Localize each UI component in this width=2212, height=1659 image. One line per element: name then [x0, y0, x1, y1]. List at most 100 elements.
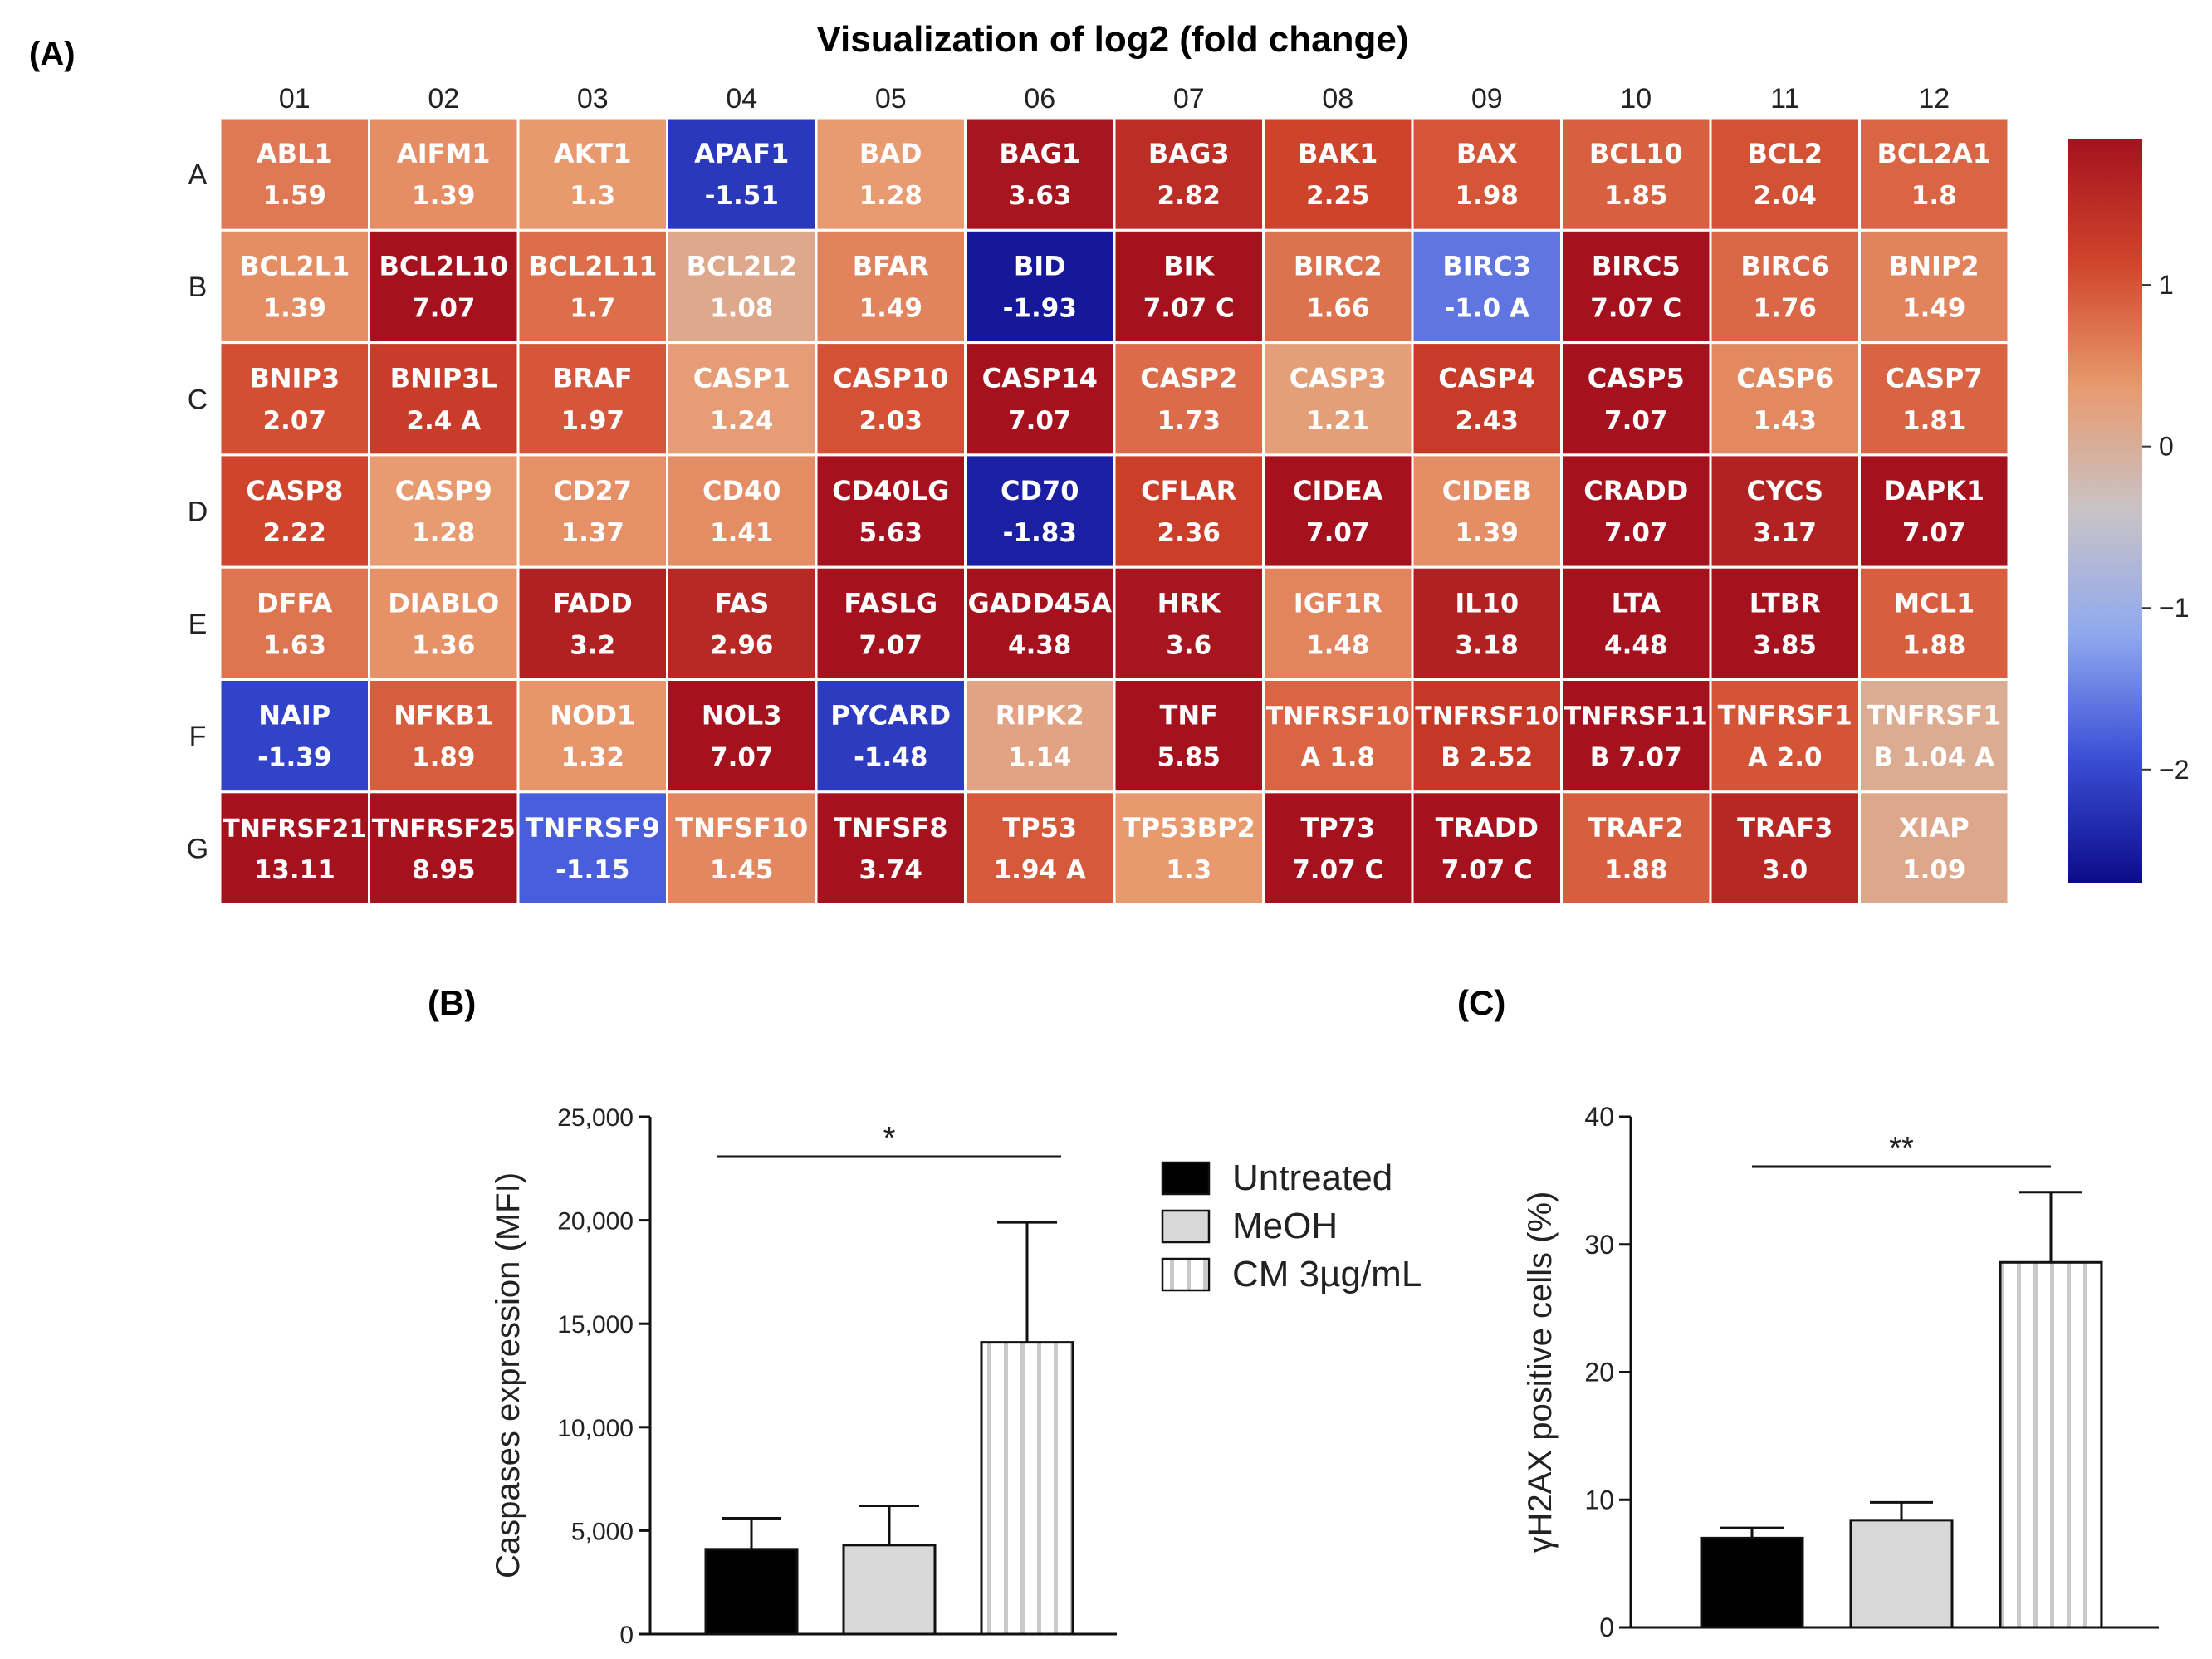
- heatmap-cell-value: 1.21: [1306, 406, 1370, 436]
- heatmap-cell-gene: AKT1: [554, 138, 632, 169]
- heatmap-cell: [1560, 116, 1712, 232]
- legend-label: CM 3µg/mL: [1232, 1254, 1422, 1294]
- colorbar-gradient: [2068, 139, 2142, 883]
- heatmap-cell-gene: BIRC2: [1294, 250, 1382, 281]
- heatmap-cell-gene: TRAF2: [1588, 812, 1684, 844]
- heatmap-cell: [1858, 228, 2010, 345]
- heatmap-cell-value: 7.07: [412, 293, 476, 323]
- heatmap-cell-gene: BIRC3: [1442, 250, 1531, 281]
- heatmap-cell: [1113, 565, 1265, 682]
- y-tick-label: 20: [1584, 1358, 1614, 1387]
- heatmap-cell-value: 2.36: [1157, 518, 1221, 548]
- heatmap-cell-gene: TNFRSF10: [1266, 702, 1410, 732]
- heatmap-cell-gene: BIK: [1163, 250, 1215, 281]
- heatmap-col-label: 10: [1620, 83, 1652, 115]
- y-axis-label: Caspases expression (MFI): [490, 1172, 526, 1578]
- heatmap-cell-value: 2.25: [1306, 181, 1370, 211]
- heatmap-cell-gene: IGF1R: [1294, 587, 1382, 619]
- heatmap-cell: [368, 116, 520, 232]
- heatmap-cell-gene: APAF1: [694, 138, 789, 169]
- heatmap-cell-gene: CIDEB: [1442, 475, 1532, 507]
- heatmap-cell: [815, 790, 967, 906]
- heatmap-cell-gene: TNFRSF21: [223, 815, 366, 844]
- heatmap-cell: [666, 678, 818, 794]
- heatmap-cell-gene: GADD45A: [968, 587, 1113, 619]
- heatmap-cell-value: 1.45: [710, 855, 774, 885]
- heatmap-cell: [1113, 678, 1265, 794]
- heatmap-cell-value: -1.39: [257, 743, 331, 773]
- heatmap-cell-value: 1.43: [1754, 406, 1818, 436]
- heatmap-cell-gene: DIABLO: [388, 587, 499, 619]
- heatmap-cell: [516, 341, 668, 457]
- heatmap-cell: [1560, 228, 1712, 345]
- heatmap-cell-value: 2.04: [1754, 181, 1818, 211]
- heatmap-cell: [1262, 116, 1414, 232]
- heatmap-cell-gene: CASP10: [833, 363, 948, 394]
- heatmap-cell-gene: BIRC6: [1740, 250, 1829, 281]
- heatmap-cell: [1560, 678, 1712, 794]
- heatmap-col-label: 06: [1024, 83, 1055, 115]
- y-tick-label: 0: [1599, 1613, 1614, 1642]
- y-tick-label: 40: [1584, 1102, 1614, 1132]
- heatmap-cell: [1262, 453, 1414, 569]
- heatmap-cell-value: -1.15: [555, 855, 629, 885]
- heatmap-col-label: 11: [1770, 83, 1799, 115]
- heatmap-cell-value: 1.89: [412, 743, 476, 773]
- heatmap-cell-gene: TNFRSF1: [1718, 700, 1852, 732]
- heatmap-cell-gene: FADD: [553, 587, 633, 619]
- heatmap-cell: [1858, 116, 2010, 232]
- heatmap-cell: [815, 565, 967, 682]
- heatmap-cell-value: 4.48: [1604, 630, 1668, 660]
- heatmap-cell-value: 1.85: [1604, 181, 1668, 211]
- heatmap-cell: [218, 565, 370, 682]
- heatmap-cell: [1709, 228, 1861, 345]
- heatmap-cell-gene: BID: [1014, 250, 1066, 281]
- heatmap-cell-gene: TNFRSF10: [1415, 702, 1559, 732]
- heatmap-cell-value: 2.22: [263, 518, 327, 548]
- heatmap-cell: [1411, 453, 1563, 569]
- heatmap-cell: [1411, 228, 1563, 345]
- colorbar-tick-label: −1: [2159, 593, 2189, 623]
- heatmap-col-label: 05: [875, 83, 907, 115]
- heatmap-cell-gene: PYCARD: [830, 700, 951, 732]
- heatmap-cell: [666, 790, 818, 906]
- heatmap: 01 02 03 04 05 06 07 08 09 10 11 12 A B C D E F G ABL1 1.59 A…: [187, 83, 2010, 906]
- heatmap-cell: [516, 678, 668, 794]
- heatmap-cell-value: -1.48: [854, 743, 927, 773]
- heatmap-cell-gene: NAIP: [258, 700, 330, 732]
- heatmap-cell: [218, 453, 370, 569]
- heatmap-cell: [1858, 790, 2010, 906]
- legend-label: Untreated: [1232, 1157, 1392, 1198]
- heatmap-cell-value: 1.14: [1008, 743, 1072, 773]
- heatmap-cell-value: 7.07: [1604, 406, 1668, 436]
- heatmap-cell: [964, 116, 1116, 232]
- heatmap-cell: [964, 790, 1116, 906]
- y-tick-label: 0: [619, 1622, 634, 1649]
- heatmap-cell: [1709, 565, 1861, 682]
- heatmap-cell-gene: TNFRSF1: [1867, 700, 2001, 732]
- heatmap-cell-gene: BAX: [1456, 138, 1518, 169]
- heatmap-cell-value: 1.49: [1902, 293, 1966, 323]
- heatmap-cell-value: 1.88: [1902, 630, 1966, 660]
- heatmap-title: Visualization of log2 (fold change): [816, 19, 1408, 60]
- heatmap-cell-value: 2.43: [1456, 406, 1520, 436]
- heatmap-cell-gene: TP73: [1300, 812, 1375, 844]
- heatmap-cell-value: 1.49: [859, 293, 923, 323]
- heatmap-cell-value: 1.36: [412, 630, 476, 660]
- y-axis-label: γH2AX positive cells (%): [1522, 1192, 1559, 1554]
- heatmap-row-label: F: [189, 721, 207, 752]
- heatmap-row-label: A: [188, 159, 208, 191]
- heatmap-cell-value: 1.32: [561, 743, 625, 773]
- heatmap-cell: [1113, 453, 1265, 569]
- heatmap-cell-gene: TRAF3: [1737, 812, 1833, 844]
- heatmap-cell: [1411, 678, 1563, 794]
- panel-c-label: (C): [1457, 983, 1505, 1022]
- heatmap-cell-gene: BAD: [859, 138, 922, 169]
- heatmap-cell: [516, 790, 668, 906]
- heatmap-cell-value: 1.41: [710, 518, 774, 548]
- heatmap-cell-gene: MCL1: [1893, 587, 1975, 619]
- bar-untreated: [1700, 1536, 1804, 1629]
- heatmap-cell-gene: BCL2A1: [1877, 138, 1991, 169]
- heatmap-cell-gene: CD27: [553, 475, 632, 507]
- heatmap-cell: [218, 790, 370, 906]
